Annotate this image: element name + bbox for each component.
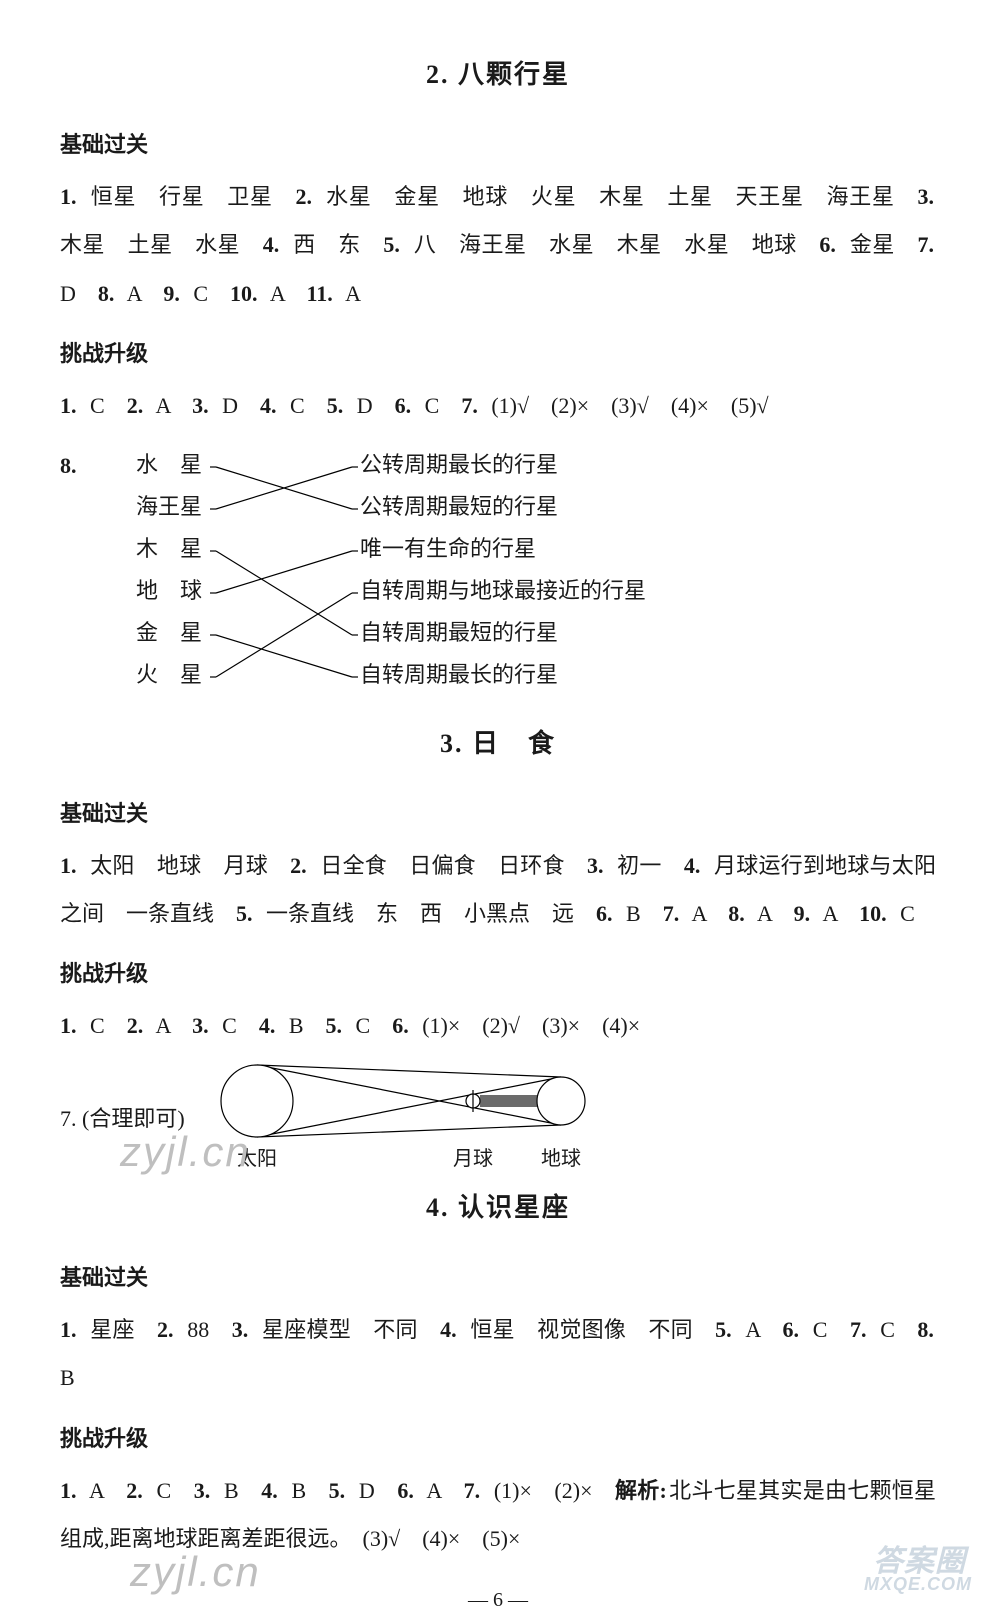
ch4-basic-label: 基础过关 — [60, 1260, 936, 1292]
ch3-basic-answers: 1. 太阳 地球 月球 2. 日全食 日偏食 日环食 3. 初一 4. 月球运行… — [60, 842, 936, 939]
ch2-challenge-answers: 1. C 2. A 3. D 4. C 5. D 6. C 7. (1)√ (2… — [60, 382, 936, 430]
ch4-basic-answers: 1. 星座 2. 88 3. 星座模型 不同 4. 恒星 视觉图像 不同 5. … — [60, 1306, 936, 1403]
svg-text:地 球: 地 球 — [136, 578, 202, 603]
svg-text:公转周期最短的行星: 公转周期最短的行星 — [360, 494, 558, 519]
ch2-q8-label: 8. — [60, 443, 90, 479]
svg-text:月球: 月球 — [453, 1147, 493, 1170]
ch2-basic-answers: 1. 恒星 行星 卫星 2. 水星 金星 地球 火星 木星 土星 天王星 海王星… — [60, 173, 936, 318]
svg-text:火 星: 火 星 — [136, 662, 202, 687]
ch3-basic-label: 基础过关 — [60, 796, 936, 828]
svg-text:公转周期最长的行星: 公转周期最长的行星 — [360, 452, 558, 477]
svg-text:自转周期最长的行星: 自转周期最长的行星 — [360, 662, 558, 687]
ch2-q8-matching: 8. 水 星海王星木 星地 球金 星火 星 公转周期最长的行星公转周期最短的行星唯… — [60, 443, 936, 703]
svg-text:唯一有生命的行星: 唯一有生命的行星 — [360, 536, 536, 561]
ch2-basic-label: 基础过关 — [60, 127, 936, 159]
matching-svg: 水 星海王星木 星地 球金 星火 星 公转周期最长的行星公转周期最短的行星唯一有生… — [90, 443, 650, 703]
ch3-q7-label: 7. (合理即可) — [60, 1101, 185, 1133]
ch3-challenge-label: 挑战升级 — [60, 956, 936, 988]
eclipse-svg: 太阳 月球 地球 — [191, 1057, 611, 1177]
ch4-challenge-answers: 1. A 2. C 3. B 4. B 5. D 6. A 7. (1)× (2… — [60, 1467, 936, 1564]
chapter3-title: 3. 日 食 — [60, 723, 936, 760]
svg-text:水 星: 水 星 — [136, 452, 202, 477]
ch3-challenge-line1: 1. C 2. A 3. C 4. B 5. C 6. (1)× (2)√ (3… — [60, 1002, 936, 1050]
svg-text:金 星: 金 星 — [136, 620, 202, 645]
svg-text:自转周期最短的行星: 自转周期最短的行星 — [360, 620, 558, 645]
svg-text:地球: 地球 — [541, 1147, 581, 1170]
svg-text:太阳: 太阳 — [237, 1147, 277, 1170]
svg-text:海王星: 海王星 — [136, 494, 202, 519]
page-number: — 6 — — [60, 1589, 936, 1612]
svg-text:木 星: 木 星 — [136, 536, 202, 561]
chapter2-title: 2. 八颗行星 — [60, 54, 936, 91]
chapter4-title: 4. 认识星座 — [60, 1187, 936, 1224]
page-container: 2. 八颗行星 基础过关 1. 恒星 行星 卫星 2. 水星 金星 地球 火星 … — [0, 0, 996, 1612]
ch4-challenge-label: 挑战升级 — [60, 1421, 936, 1453]
ch3-q7-eclipse-row: 7. (合理即可) 太阳 月球 地球 — [60, 1057, 936, 1177]
ch2-challenge-label: 挑战升级 — [60, 336, 936, 368]
svg-text:自转周期与地球最接近的行星: 自转周期与地球最接近的行星 — [360, 578, 646, 603]
